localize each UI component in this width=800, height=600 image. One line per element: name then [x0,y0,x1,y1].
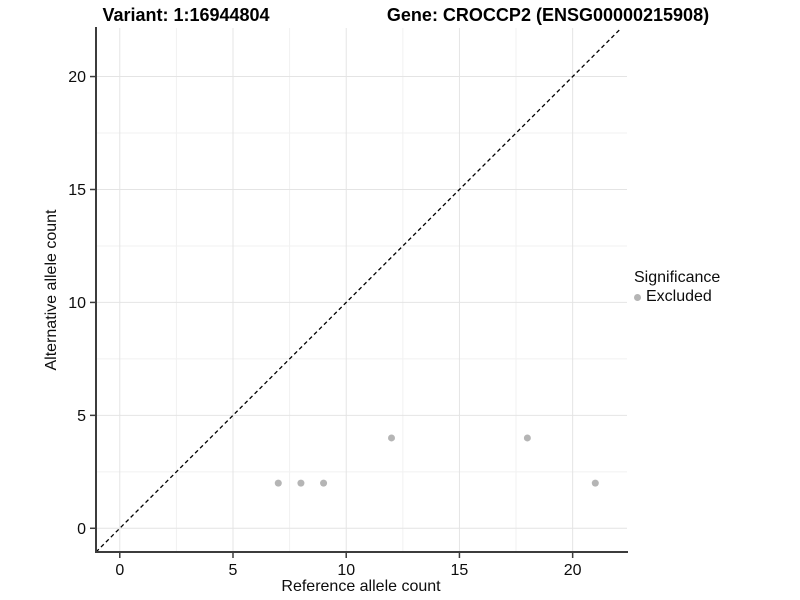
x-tick-label: 15 [451,562,469,579]
data-point [297,479,305,487]
legend-title: Significance [634,269,721,286]
x-tick-label: 10 [337,562,355,579]
data-point [274,479,282,487]
legend-item-excluded: Excluded [634,288,720,306]
plot-title-gene: Gene: CROCCP2 (ENSG00000215908) [386,5,710,25]
data-point [523,434,531,442]
y-axis-title: Alternative allele count [43,209,60,371]
identity-line [95,27,622,553]
excluded-point-swatch-icon [634,293,641,301]
y-tick-label: 5 [77,408,86,425]
y-tick-label: 0 [77,521,86,538]
y-tick-label: 15 [68,182,86,199]
data-point [591,479,599,487]
plot-title-variant: Variant: 1:16944804 [102,5,270,25]
data-point [320,479,328,487]
legend: Significance Excluded [634,269,720,306]
y-tick-label: 10 [68,295,86,312]
data-point [388,434,396,442]
y-tick-label: 20 [68,69,86,86]
x-axis-title: Reference allele count [281,578,441,595]
x-tick-label: 0 [115,562,124,579]
x-tick-label: 5 [229,562,238,579]
x-tick-label: 20 [564,562,582,579]
legend-item-label: Excluded [646,288,712,305]
